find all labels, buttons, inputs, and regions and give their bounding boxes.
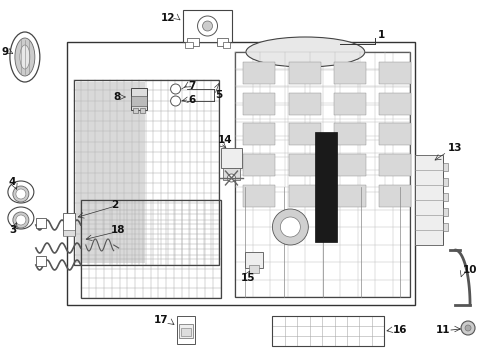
Bar [222,42,230,48]
Text: 9: 9 [2,47,9,57]
Circle shape [16,215,26,225]
Bar [244,93,275,114]
Bar [36,256,46,266]
Bar [244,123,275,145]
Bar [334,123,366,145]
Text: 6: 6 [189,95,196,105]
Text: 13: 13 [448,143,463,153]
Text: 3: 3 [9,225,16,235]
Text: 1: 1 [378,30,386,40]
Bar [236,52,410,297]
Text: 15: 15 [241,273,255,283]
Bar [217,38,228,46]
Bar [36,218,46,228]
Bar [244,154,275,176]
Bar [443,208,448,216]
Bar [244,185,275,207]
Circle shape [280,217,300,237]
Circle shape [461,321,475,335]
Circle shape [16,189,26,199]
Bar [81,200,220,298]
Circle shape [227,174,236,182]
Bar [222,168,241,180]
Bar [443,193,448,201]
Bar [245,252,264,268]
Bar [334,62,366,84]
Bar [220,148,243,168]
Text: 7: 7 [189,81,196,91]
Bar [289,185,321,207]
Bar [379,93,412,114]
Ellipse shape [10,32,40,82]
Bar [289,93,321,114]
Bar [316,132,337,242]
Text: 4: 4 [9,177,16,187]
Bar [131,96,147,106]
Bar [185,42,193,48]
Ellipse shape [15,38,35,76]
Text: 11: 11 [436,325,450,335]
Ellipse shape [8,181,34,203]
Circle shape [465,325,471,331]
Bar [415,155,443,245]
Ellipse shape [8,207,34,229]
Bar [443,223,448,231]
Bar [187,38,198,46]
Bar [67,42,415,305]
Circle shape [171,96,181,106]
Circle shape [197,16,218,36]
Bar [74,80,219,265]
Text: 2: 2 [111,200,118,210]
Bar [131,88,147,110]
Bar [289,154,321,176]
Circle shape [272,209,308,245]
Bar [181,328,191,336]
Bar [334,93,366,114]
Bar [379,123,412,145]
Bar [140,108,145,113]
Bar [334,185,366,207]
Bar [379,154,412,176]
Bar [249,265,259,273]
Bar [289,123,321,145]
Bar [178,324,193,338]
Ellipse shape [246,37,365,67]
Circle shape [171,84,181,94]
Ellipse shape [13,186,29,202]
Bar [289,62,321,84]
Bar [334,154,366,176]
Bar [176,316,195,344]
Ellipse shape [13,212,29,228]
Bar [379,185,412,207]
Bar [76,82,145,263]
Text: 12: 12 [161,13,175,23]
Text: 16: 16 [393,325,408,335]
Text: 5: 5 [216,90,223,100]
Text: 14: 14 [218,135,232,145]
Bar [379,62,412,84]
Bar [443,178,448,186]
Text: 18: 18 [111,225,125,235]
Bar [244,62,275,84]
Bar [63,230,75,236]
Circle shape [202,21,213,31]
Bar [63,213,75,235]
Text: 8: 8 [114,92,121,102]
Ellipse shape [20,45,30,69]
Text: 17: 17 [154,315,169,325]
Bar [272,316,384,346]
Bar [443,163,448,171]
Bar [133,108,138,113]
Bar [183,10,232,42]
Text: 10: 10 [463,265,478,275]
